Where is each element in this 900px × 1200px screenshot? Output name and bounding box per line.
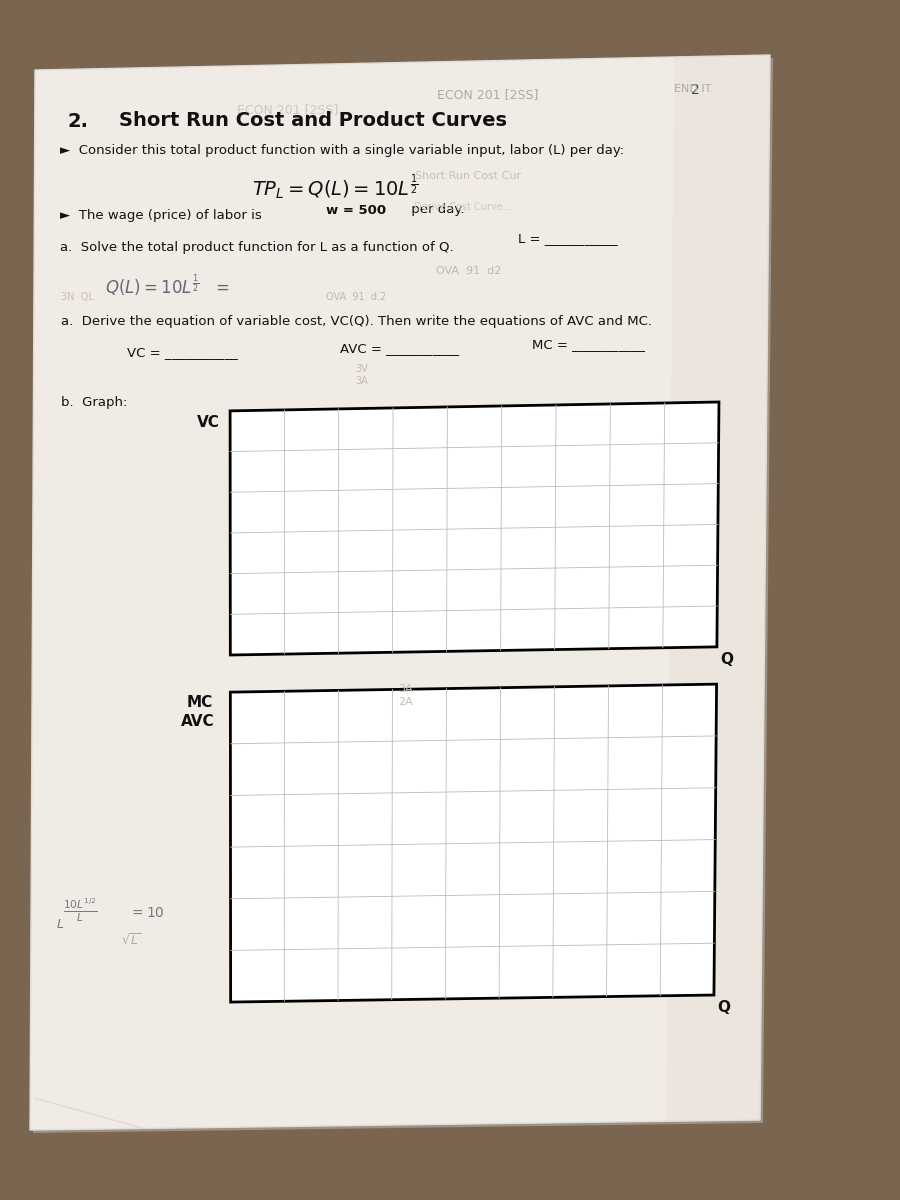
Text: ECON 201 [2SS]: ECON 201 [2SS] — [436, 89, 538, 101]
Polygon shape — [30, 55, 770, 1130]
Text: AVC: AVC — [182, 714, 215, 730]
Polygon shape — [0, 0, 900, 300]
Text: VC: VC — [197, 415, 220, 430]
Text: ►  The wage (price) of labor is: ► The wage (price) of labor is — [60, 209, 266, 222]
Text: Q: Q — [721, 652, 734, 667]
Text: $L$: $L$ — [56, 918, 64, 931]
Text: $TP_L = Q(L) = 10L^{\frac{1}{2}}$: $TP_L = Q(L) = 10L^{\frac{1}{2}}$ — [252, 172, 418, 202]
Polygon shape — [666, 55, 770, 1121]
Polygon shape — [33, 58, 773, 1133]
Polygon shape — [0, 0, 50, 1200]
Text: $\sqrt{L}$: $\sqrt{L}$ — [122, 932, 141, 948]
Polygon shape — [230, 684, 716, 1002]
Text: 3A: 3A — [399, 684, 413, 694]
Text: OVA  91  d2: OVA 91 d2 — [436, 265, 502, 276]
Text: MC = ___________: MC = ___________ — [532, 338, 644, 352]
Text: a.  Solve the total product function for L as a function of Q.: a. Solve the total product function for … — [60, 241, 454, 254]
Text: Short Run Cost and Product Curves: Short Run Cost and Product Curves — [119, 110, 507, 130]
Text: Q: Q — [717, 1001, 731, 1015]
Text: a.  Derive the equation of variable cost, VC(Q). Then write the equations of AVC: a. Derive the equation of variable cost,… — [60, 316, 652, 329]
Polygon shape — [720, 0, 900, 1200]
Text: $\frac{10L^{1/2}}{L}$: $\frac{10L^{1/2}}{L}$ — [63, 896, 97, 924]
Text: 3N  QL: 3N QL — [60, 292, 94, 302]
Text: 3A: 3A — [356, 376, 368, 385]
Text: AVC = ___________: AVC = ___________ — [340, 342, 460, 355]
Text: L = ___________: L = ___________ — [518, 233, 617, 245]
Polygon shape — [0, 1120, 900, 1200]
Text: VC = ___________: VC = ___________ — [127, 346, 238, 359]
Text: MC: MC — [186, 695, 212, 710]
Text: 2.: 2. — [68, 112, 88, 131]
Text: $Q(L) = 10L^{\frac{1}{2}}$   =: $Q(L) = 10L^{\frac{1}{2}}$ = — [104, 272, 230, 298]
Text: 2: 2 — [691, 83, 700, 97]
Text: 2A: 2A — [399, 697, 413, 707]
Text: ECON 201 [2SS]: ECON 201 [2SS] — [238, 103, 338, 116]
Text: per day.: per day. — [407, 203, 464, 216]
Text: OVA  91  d.2: OVA 91 d.2 — [326, 293, 386, 302]
Text: Short Run Cost Cur: Short Run Cost Cur — [415, 170, 520, 180]
Text: ►  Consider this total product function with a single variable input, labor (L) : ► Consider this total product function w… — [60, 144, 624, 157]
Text: 3V: 3V — [356, 364, 368, 374]
Text: $= 10$: $= 10$ — [129, 906, 165, 920]
Text: b.  Graph:: b. Graph: — [61, 396, 127, 409]
Text: w = 500: w = 500 — [326, 204, 386, 217]
Polygon shape — [230, 402, 719, 655]
Text: Derive Cost Curve...: Derive Cost Curve... — [414, 203, 512, 212]
Text: END IT.: END IT. — [673, 84, 713, 94]
